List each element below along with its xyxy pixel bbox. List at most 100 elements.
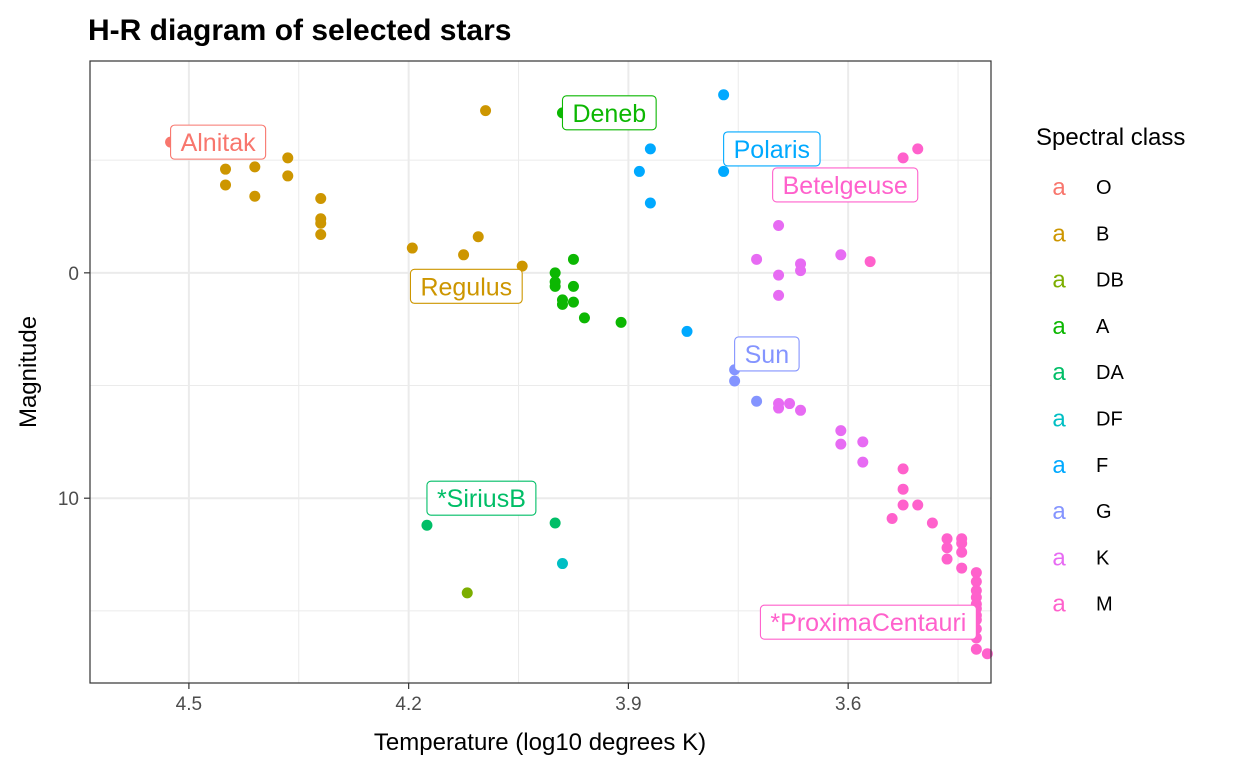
panel-border bbox=[89, 60, 992, 684]
data-point-M bbox=[956, 562, 968, 574]
data-point-K bbox=[795, 265, 807, 277]
data-point-M bbox=[970, 576, 982, 588]
data-point-A bbox=[549, 267, 561, 279]
data-point-B bbox=[315, 192, 327, 204]
data-point-DB bbox=[461, 587, 473, 599]
x-tick-label: 4.5 bbox=[176, 694, 202, 715]
data-point-K bbox=[835, 425, 847, 437]
legend-key-glyph: a bbox=[1052, 313, 1066, 340]
data-point-A bbox=[578, 312, 590, 324]
chart-title: H-R diagram of selected stars bbox=[88, 14, 511, 47]
data-point-M bbox=[941, 542, 953, 554]
data-point-K bbox=[835, 249, 847, 261]
data-point-B bbox=[249, 161, 261, 173]
panel-grid bbox=[90, 61, 991, 683]
data-point-DA bbox=[421, 519, 433, 531]
legend-label: B bbox=[1096, 223, 1109, 245]
data-point-B bbox=[315, 217, 327, 229]
data-point-M bbox=[912, 143, 924, 155]
data-point-B bbox=[282, 152, 294, 164]
star-label-box bbox=[170, 124, 267, 160]
data-point-B bbox=[516, 260, 528, 272]
data-point-F bbox=[644, 143, 656, 155]
data-point-G bbox=[751, 395, 763, 407]
star-label: *SiriusB bbox=[426, 480, 537, 516]
x-tick-label: 3.6 bbox=[835, 694, 861, 715]
legend-title: Spectral class bbox=[1036, 124, 1185, 151]
data-point-M bbox=[897, 152, 909, 164]
data-point-A bbox=[567, 280, 579, 292]
data-point-K bbox=[795, 404, 807, 416]
data-point-M bbox=[941, 553, 953, 565]
data-point-A bbox=[567, 253, 579, 265]
data-point-K bbox=[773, 220, 785, 232]
legend-label: DA bbox=[1096, 362, 1124, 384]
data-point-DF bbox=[556, 558, 568, 570]
star-label-text: Sun bbox=[745, 341, 789, 369]
x-tick-label: 4.2 bbox=[395, 694, 421, 715]
data-point-F bbox=[718, 165, 730, 177]
star-label: Sun bbox=[734, 336, 800, 372]
data-point-B bbox=[472, 231, 484, 243]
data-point-M bbox=[956, 537, 968, 549]
data-point-M bbox=[981, 648, 993, 660]
data-point-B bbox=[282, 170, 294, 182]
data-point-F bbox=[633, 165, 645, 177]
data-point-B bbox=[220, 179, 232, 191]
data-point-K bbox=[784, 398, 796, 410]
data-point-K bbox=[835, 438, 847, 450]
star-label-text: *ProximaCentauri bbox=[770, 609, 966, 637]
star-label: Regulus bbox=[409, 268, 523, 304]
star-label-text: Regulus bbox=[420, 273, 512, 301]
legend: Spectral class a Oa Ba DB a Aa DA a DF a Fa Ga Ka M bbox=[1036, 124, 1185, 618]
star-label-text: *SiriusB bbox=[437, 485, 526, 513]
data-point-A bbox=[556, 298, 568, 310]
data-point-K bbox=[857, 436, 869, 448]
legend-label: K bbox=[1096, 547, 1110, 569]
data-point-B bbox=[315, 229, 327, 241]
legend-key-glyph: a bbox=[1052, 267, 1066, 294]
legend-key-glyph: a bbox=[1052, 220, 1066, 247]
data-point-M bbox=[897, 499, 909, 511]
star-label-box bbox=[561, 95, 657, 131]
legend-label: F bbox=[1096, 455, 1108, 477]
star-label: Alnitak bbox=[170, 124, 267, 160]
data-point-M bbox=[897, 483, 909, 495]
data-point-M bbox=[926, 517, 938, 529]
star-label-text: Alnitak bbox=[181, 129, 257, 157]
data-point-M bbox=[970, 567, 982, 579]
star-label-text: Polaris bbox=[734, 136, 810, 164]
legend-key-glyph: a bbox=[1052, 359, 1066, 386]
data-point-M bbox=[912, 499, 924, 511]
data-point-M bbox=[956, 546, 968, 558]
data-point-B bbox=[406, 242, 418, 254]
star-label-box bbox=[723, 131, 821, 167]
star-label-box bbox=[772, 167, 919, 203]
data-point-B bbox=[458, 249, 470, 261]
star-label: Betelgeuse bbox=[772, 167, 919, 203]
x-tick-label: 3.9 bbox=[615, 694, 641, 715]
data-point-G bbox=[729, 375, 741, 387]
x-axis: 4.5 4.2 3.9 3.6 bbox=[176, 683, 861, 715]
star-label-text: Betelgeuse bbox=[783, 172, 908, 200]
star-label-text: Deneb bbox=[572, 100, 646, 128]
data-point-B bbox=[249, 190, 261, 202]
y-tick-label: 0 bbox=[68, 264, 79, 285]
data-point-F bbox=[718, 89, 730, 101]
legend-items: a Oa Ba DB a Aa DA a DF a Fa Ga Ka M bbox=[1052, 174, 1124, 618]
data-point-K bbox=[773, 402, 785, 414]
legend-label: M bbox=[1096, 594, 1113, 616]
legend-label: DF bbox=[1096, 409, 1123, 431]
legend-key-glyph: a bbox=[1052, 452, 1066, 479]
star-label-box bbox=[409, 268, 523, 304]
legend-key-glyph: a bbox=[1052, 591, 1066, 618]
star-label-box bbox=[734, 336, 800, 372]
data-point-K bbox=[857, 456, 869, 468]
star-label: *ProximaCentauri bbox=[759, 604, 977, 640]
data-point-K bbox=[751, 253, 763, 265]
legend-label: DB bbox=[1096, 270, 1124, 292]
star-label-box bbox=[759, 604, 977, 640]
data-point-K bbox=[773, 289, 785, 301]
y-axis: 0 10 bbox=[58, 264, 90, 510]
